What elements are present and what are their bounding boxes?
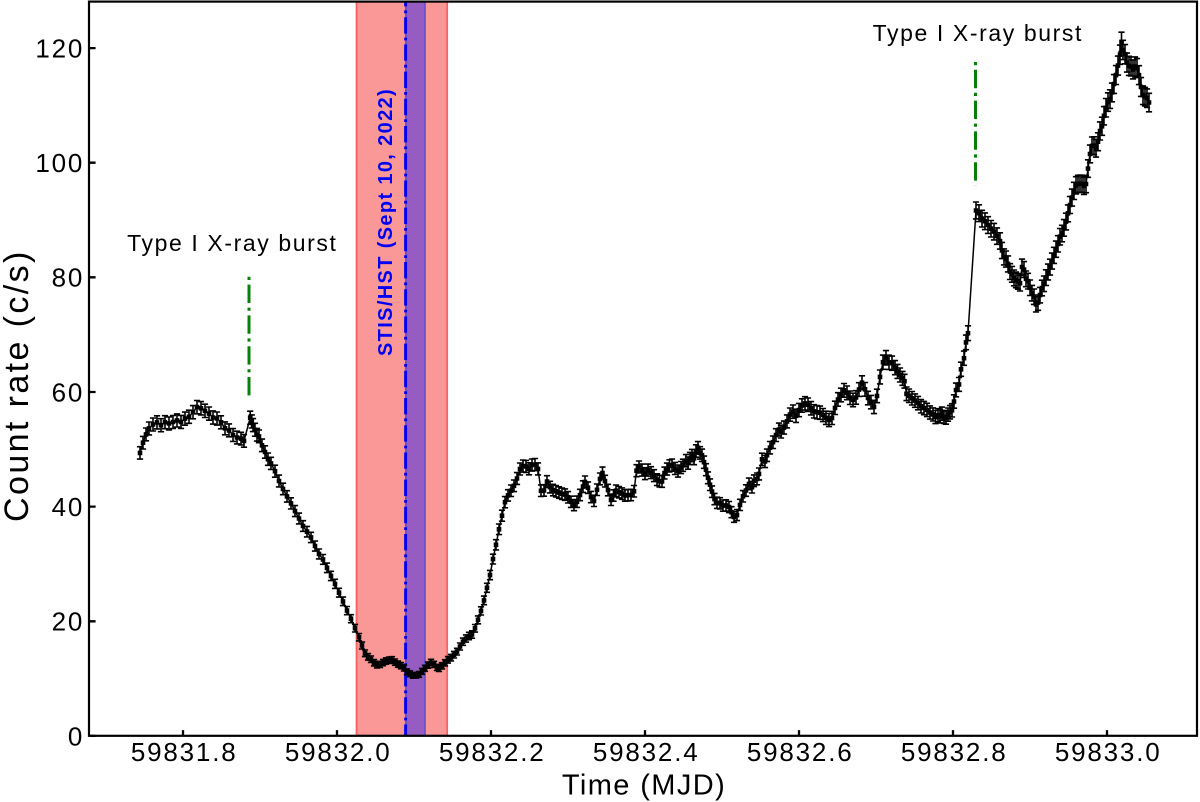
svg-text:Time (MJD): Time (MJD) <box>562 770 726 802</box>
svg-text:120: 120 <box>35 34 84 64</box>
svg-text:59832.2: 59832.2 <box>439 737 546 767</box>
svg-text:Count rate (c/s): Count rate (c/s) <box>0 249 36 522</box>
svg-text:59832.8: 59832.8 <box>901 737 1008 767</box>
svg-text:STIS/HST (Sept 10, 2022): STIS/HST (Sept 10, 2022) <box>375 88 397 356</box>
svg-text:Type I X-ray burst: Type I X-ray burst <box>873 20 1083 46</box>
svg-text:59831.8: 59831.8 <box>131 737 238 767</box>
svg-text:59832.4: 59832.4 <box>593 737 700 767</box>
svg-text:20: 20 <box>52 607 85 637</box>
svg-text:59832.0: 59832.0 <box>285 737 392 767</box>
svg-text:59833.0: 59833.0 <box>1055 737 1162 767</box>
svg-text:Type I X-ray burst: Type I X-ray burst <box>127 230 337 256</box>
svg-text:60: 60 <box>52 377 85 407</box>
svg-text:100: 100 <box>35 148 84 178</box>
svg-text:80: 80 <box>52 263 85 293</box>
svg-text:40: 40 <box>52 492 85 522</box>
svg-text:0: 0 <box>68 721 84 751</box>
svg-text:59832.6: 59832.6 <box>747 737 854 767</box>
